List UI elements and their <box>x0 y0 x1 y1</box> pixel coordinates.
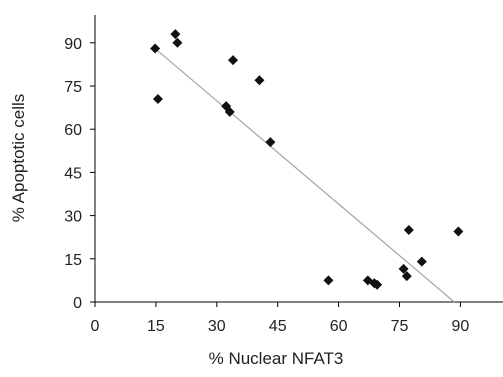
data-point <box>323 275 334 286</box>
points-layer <box>150 29 464 290</box>
data-point <box>401 271 412 282</box>
data-point <box>170 29 181 40</box>
y-tick-label: 60 <box>64 122 82 139</box>
data-point <box>453 226 464 237</box>
x-tick-label: 90 <box>452 318 470 335</box>
y-tick-label: 30 <box>64 209 82 226</box>
y-tick-label: 15 <box>64 252 82 269</box>
data-point <box>372 279 383 290</box>
x-ticks: 0 15 30 45 60 75 90 <box>91 302 470 335</box>
y-tick-label: 0 <box>73 295 82 312</box>
data-point <box>150 43 161 54</box>
x-tick-label: 30 <box>208 318 226 335</box>
data-point <box>398 263 409 274</box>
y-ticks: 0 15 30 45 60 75 90 <box>64 36 95 312</box>
y-axis-label: % Apoptotic cells <box>9 94 28 223</box>
x-tick-label: 45 <box>269 318 287 335</box>
x-tick-label: 15 <box>147 318 165 335</box>
trendline-layer <box>154 48 455 303</box>
y-tick-label: 90 <box>64 36 82 53</box>
data-point <box>152 93 163 104</box>
x-tick-label: 60 <box>330 318 348 335</box>
data-point <box>254 75 265 86</box>
x-tick-label: 0 <box>91 318 100 335</box>
trendline <box>154 48 455 303</box>
data-point <box>224 106 235 117</box>
data-point <box>416 256 427 267</box>
plot-area: 0 15 30 45 60 75 90 0 15 30 45 60 75 90 <box>64 15 503 335</box>
data-point <box>172 37 183 48</box>
data-point <box>228 55 239 66</box>
y-tick-label: 45 <box>64 165 82 182</box>
y-tick-label: 75 <box>64 79 82 96</box>
x-tick-label: 75 <box>391 318 409 335</box>
data-point <box>403 225 414 235</box>
x-axis-label: % Nuclear NFAT3 <box>209 349 344 368</box>
data-point <box>265 137 276 148</box>
